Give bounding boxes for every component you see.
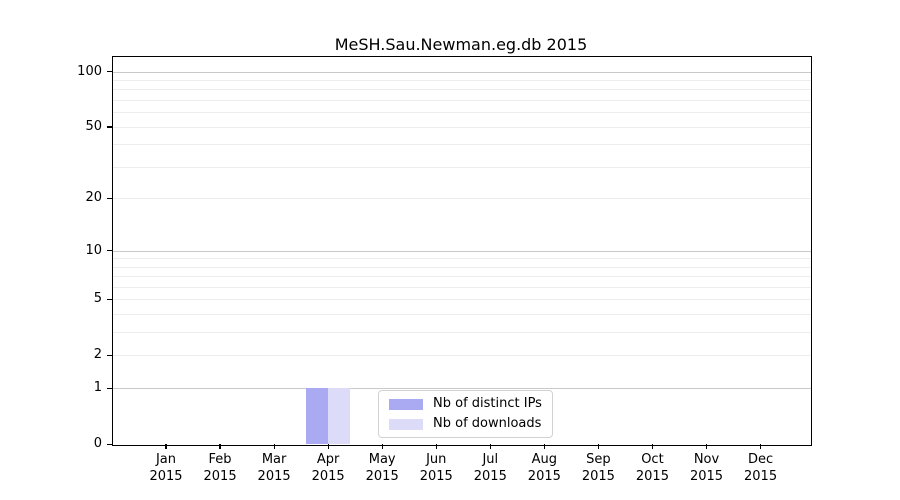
x-tick-label: May 2015 [365, 452, 399, 484]
gridline-minor [113, 332, 811, 334]
x-tick-label: Jun 2015 [419, 452, 453, 484]
gridline-major [113, 250, 811, 252]
gridline-minor [113, 166, 811, 168]
x-tick-mark [435, 444, 437, 449]
gridline-minor [113, 314, 811, 316]
y-tick-mark [107, 387, 112, 389]
gridline-minor [113, 79, 811, 81]
y-tick-label: 2 [93, 347, 102, 363]
gridline-minor [113, 266, 811, 268]
legend-label-distinct-ips: Nb of distinct IPs [433, 396, 542, 411]
y-tick-label: 0 [93, 436, 102, 451]
gridline-minor [113, 198, 811, 200]
x-tick-mark [651, 444, 654, 449]
y-tick-label: 10 [85, 242, 102, 258]
gridline-minor [113, 144, 811, 146]
y-tick-mark [107, 126, 112, 128]
x-tick-label: Mar 2015 [257, 452, 291, 484]
x-tick-label: Jan 2015 [149, 452, 183, 484]
legend-label-downloads: Nb of downloads [433, 416, 542, 431]
x-tick-label: Oct 2015 [635, 452, 669, 484]
x-tick-label: Apr 2015 [311, 452, 345, 484]
bar-nb-of-distinct-ips [306, 388, 329, 444]
x-tick-mark [327, 444, 329, 449]
legend-swatch-downloads [389, 418, 423, 430]
gridline-minor [113, 355, 811, 357]
y-tick-label: 100 [77, 63, 102, 79]
gridline-minor [113, 100, 811, 102]
x-tick-mark [597, 444, 600, 449]
y-tick-mark [107, 250, 112, 252]
gridline-minor [113, 258, 811, 260]
y-tick-mark [107, 197, 112, 200]
x-tick-mark [705, 444, 708, 449]
x-tick-label: Dec 2015 [744, 452, 778, 484]
x-tick-mark [273, 444, 275, 449]
gridline-minor [113, 276, 811, 278]
gridline-major [113, 388, 811, 390]
x-tick-mark [543, 444, 546, 449]
chart-title: MeSH.Sau.Newman.eg.db 2015 [334, 35, 588, 54]
gridline-minor [113, 112, 811, 114]
y-tick-label: 50 [85, 118, 102, 134]
x-tick-label: Jul 2015 [473, 452, 507, 484]
x-tick-mark [165, 444, 167, 449]
legend: Nb of distinct IPs Nb of downloads [378, 390, 553, 438]
x-tick-mark [759, 444, 762, 449]
legend-entry-distinct-ips: Nb of distinct IPs [389, 396, 542, 412]
y-tick-mark [107, 443, 112, 445]
gridline-minor [113, 89, 811, 91]
x-tick-mark [489, 444, 491, 449]
gridline-minor [113, 126, 811, 128]
bar-nb-of-downloads [328, 388, 351, 444]
y-tick-label: 1 [93, 380, 102, 396]
plot-area: Nb of distinct IPs Nb of downloads [112, 56, 812, 446]
x-tick-label: Nov 2015 [689, 452, 724, 484]
legend-entry-downloads: Nb of downloads [389, 416, 542, 432]
gridline-major [113, 71, 811, 73]
gridline-minor [113, 299, 811, 301]
y-tick-label: 5 [93, 291, 102, 307]
x-tick-label: Sep 2015 [581, 452, 615, 484]
legend-swatch-distinct-ips [389, 398, 423, 410]
x-tick-label: Aug 2015 [527, 452, 561, 484]
gridline-minor [113, 286, 811, 288]
y-tick-mark [107, 71, 112, 73]
x-tick-label: Feb 2015 [203, 452, 237, 484]
y-tick-label: 20 [85, 190, 102, 206]
x-tick-mark [219, 444, 221, 449]
x-tick-mark [381, 444, 383, 449]
y-tick-mark [107, 354, 112, 357]
y-tick-mark [107, 298, 112, 301]
